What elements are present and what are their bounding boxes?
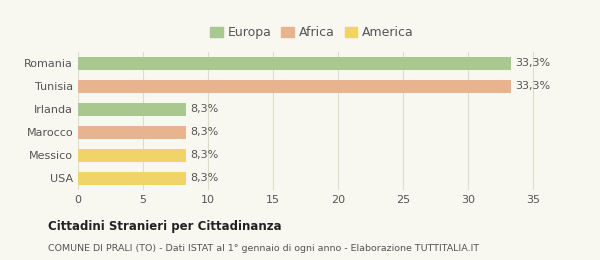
Bar	[78, 103, 186, 116]
Bar	[78, 172, 186, 185]
Bar	[78, 149, 186, 162]
Text: COMUNE DI PRALI (TO) - Dati ISTAT al 1° gennaio di ogni anno - Elaborazione TUTT: COMUNE DI PRALI (TO) - Dati ISTAT al 1° …	[48, 244, 479, 253]
Text: 8,3%: 8,3%	[190, 105, 218, 114]
Legend: Europa, Africa, America: Europa, Africa, America	[208, 24, 416, 42]
Text: 33,3%: 33,3%	[515, 58, 550, 68]
Bar	[78, 80, 511, 93]
Text: 33,3%: 33,3%	[515, 81, 550, 92]
Text: Cittadini Stranieri per Cittadinanza: Cittadini Stranieri per Cittadinanza	[48, 220, 281, 233]
Text: 8,3%: 8,3%	[190, 173, 218, 183]
Bar	[78, 57, 511, 70]
Text: 8,3%: 8,3%	[190, 150, 218, 160]
Text: 8,3%: 8,3%	[190, 127, 218, 137]
Bar	[78, 126, 186, 139]
